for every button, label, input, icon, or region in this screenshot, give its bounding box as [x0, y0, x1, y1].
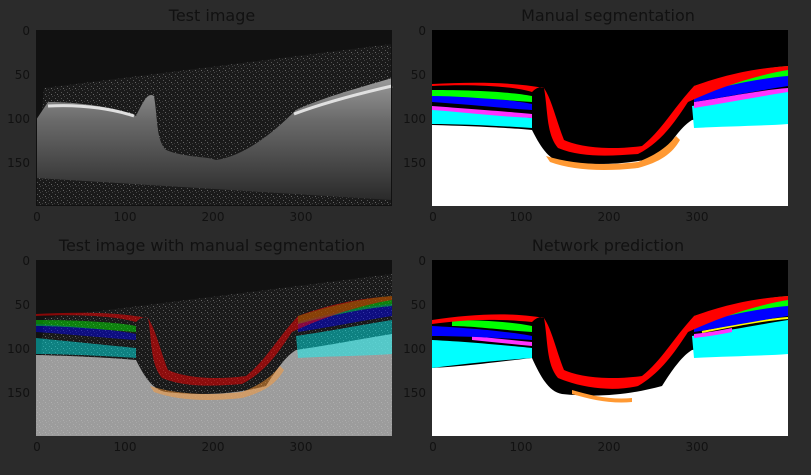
panel4-xtick-0: 0: [429, 440, 437, 454]
seg-red-layer: [432, 66, 788, 156]
panel2-xtick-200: 200: [597, 210, 621, 224]
panel-title-overlay: Test image with manual segmentation: [58, 236, 366, 255]
panel2-xtick-300: 300: [685, 210, 709, 224]
panel1-xtick-0: 0: [33, 210, 41, 224]
panel-title-test-image: Test image: [168, 6, 256, 25]
panel3-ytick-100: 100: [7, 342, 30, 356]
overlay-red: [36, 296, 392, 386]
panel1-xtick-100: 100: [113, 210, 137, 224]
panel4-xtick-300: 300: [685, 440, 709, 454]
panel2-ytick-0: 0: [418, 24, 426, 38]
overlay-axes: [36, 260, 392, 436]
panel4-xtick-100: 100: [509, 440, 533, 454]
pred-orange-layer: [572, 390, 632, 403]
panel1-ytick-100: 100: [7, 112, 30, 126]
test-image-axes: [36, 30, 393, 206]
frame: [36, 30, 392, 206]
network-prediction-axes: [432, 260, 789, 436]
panel3-xtick-0: 0: [33, 440, 41, 454]
panel-title-network-prediction: Network prediction: [531, 236, 685, 255]
panel4-xtick-200: 200: [597, 440, 621, 454]
panel4-ytick-50: 50: [410, 298, 426, 312]
panel4-ytick-0: 0: [418, 254, 426, 268]
bright-band: [47, 84, 393, 118]
panel3-xtick-300: 300: [289, 440, 313, 454]
overlay-white-region: [36, 334, 392, 436]
panel4-ytick-100: 100: [403, 342, 426, 356]
panel1-xtick-200: 200: [201, 210, 225, 224]
panel1-xtick-300: 300: [289, 210, 313, 224]
seg-white-choroid: [432, 104, 788, 206]
panel1-ytick-50: 50: [14, 68, 30, 82]
seg-cyan-layer: [432, 90, 788, 128]
retina-tissue: [36, 78, 392, 200]
panel2-xtick-100: 100: [509, 210, 533, 224]
overlay-orange: [150, 366, 284, 400]
pred-blue-layer: [432, 304, 788, 340]
panel3-ytick-50: 50: [14, 298, 30, 312]
panel4-ytick-150: 150: [403, 386, 426, 400]
seg-orange-layer: [546, 136, 680, 170]
pred-yellow-line: [701, 317, 789, 333]
panel2-xtick-0: 0: [429, 210, 437, 224]
panel1-ytick-0: 0: [22, 24, 30, 38]
overlay-blue: [36, 304, 392, 340]
panel-title-manual-segmentation: Manual segmentation: [521, 6, 695, 25]
panel3-xtick-100: 100: [113, 440, 137, 454]
seg-blue-layer: [432, 74, 788, 110]
seg-magenta-layer: [432, 88, 788, 118]
manual-segmentation-axes: [432, 30, 788, 206]
pred-cyan-layer: [432, 320, 788, 368]
panel3-xtick-200: 200: [201, 440, 225, 454]
panel2-ytick-50: 50: [410, 68, 426, 82]
panel3-ytick-0: 0: [22, 254, 30, 268]
overlay-cyan: [36, 320, 392, 358]
pred-white-choroid: [432, 334, 788, 436]
panel2-ytick-150: 150: [403, 156, 426, 170]
panel3-ytick-150: 150: [7, 386, 30, 400]
panel2-ytick-100: 100: [403, 112, 426, 126]
pred-red-layer: [432, 296, 788, 389]
panel1-ytick-150: 150: [7, 156, 30, 170]
